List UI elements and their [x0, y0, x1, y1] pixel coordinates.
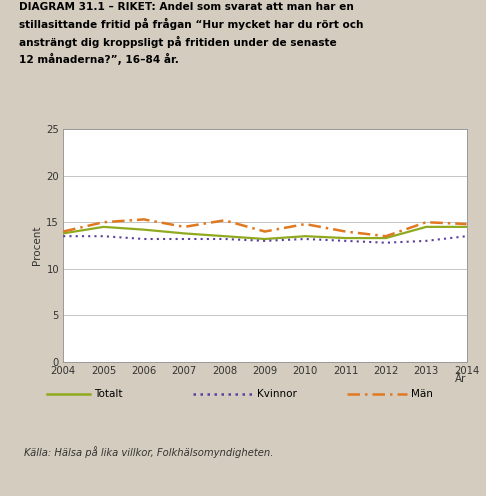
Text: Totalt: Totalt [94, 389, 123, 399]
Y-axis label: Procent: Procent [32, 226, 42, 265]
Text: DIAGRAM 31.1 – RIKET: Andel som svarat att man har en
stillasittande fritid på f: DIAGRAM 31.1 – RIKET: Andel som svarat a… [19, 2, 364, 65]
Text: Källa: Hälsa på lika villkor, Folkhälsomyndigheten.: Källa: Hälsa på lika villkor, Folkhälsom… [24, 446, 273, 458]
Text: År: År [455, 374, 467, 384]
Text: Kvinnor: Kvinnor [257, 389, 297, 399]
Text: Män: Män [411, 389, 433, 399]
